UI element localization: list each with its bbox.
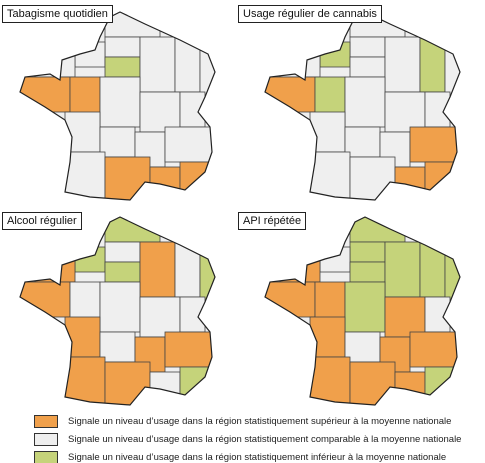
france-map — [264, 11, 461, 201]
legend-label: Signale un niveau d’usage dans la région… — [68, 415, 452, 427]
region — [104, 156, 151, 200]
region — [349, 261, 386, 283]
region — [384, 241, 421, 298]
region — [139, 296, 181, 338]
legend-swatch — [34, 432, 58, 446]
region — [179, 91, 206, 128]
region — [349, 361, 396, 405]
france-outline — [264, 216, 461, 406]
region — [304, 151, 351, 200]
region — [424, 366, 460, 405]
region — [99, 281, 141, 333]
region — [99, 331, 136, 363]
region — [34, 51, 76, 78]
region — [279, 51, 321, 78]
region — [104, 56, 141, 78]
region — [139, 91, 181, 133]
region — [409, 331, 460, 368]
region — [99, 126, 136, 158]
legend-label: Signale un niveau d’usage dans la région… — [68, 451, 447, 463]
region — [59, 151, 106, 200]
region — [179, 296, 206, 333]
region — [349, 56, 386, 78]
legend-label: Signale un niveau d’usage dans la région… — [68, 433, 462, 445]
region — [394, 166, 426, 200]
france-map — [264, 216, 461, 406]
region — [344, 281, 386, 333]
region — [149, 166, 181, 200]
region — [104, 36, 141, 58]
region — [104, 261, 141, 283]
legend-swatch — [34, 414, 58, 428]
region — [139, 241, 176, 298]
region — [419, 31, 446, 93]
region — [99, 76, 141, 128]
france-map — [19, 11, 216, 201]
region — [409, 126, 460, 163]
region — [384, 36, 421, 93]
region — [424, 161, 460, 200]
region — [179, 161, 215, 200]
regions — [20, 217, 215, 405]
region — [179, 366, 215, 405]
region — [384, 296, 426, 338]
regions — [20, 12, 215, 200]
region — [174, 31, 201, 93]
region — [349, 36, 386, 58]
map-title: Alcool régulier — [2, 212, 82, 230]
region — [424, 91, 451, 128]
region — [34, 256, 76, 283]
region — [139, 36, 176, 93]
france-map — [19, 216, 216, 406]
region — [164, 126, 215, 163]
region — [149, 371, 181, 405]
region — [344, 76, 386, 128]
regions — [265, 217, 460, 405]
region — [424, 296, 451, 333]
region — [349, 241, 386, 263]
region — [174, 236, 201, 298]
region — [164, 331, 215, 368]
france-outline — [19, 216, 216, 406]
region — [419, 236, 446, 298]
region — [384, 91, 426, 133]
region — [104, 361, 151, 405]
map-title: Usage régulier de cannabis — [238, 5, 382, 23]
map-title: API répétée — [238, 212, 307, 230]
legend-swatch — [34, 450, 58, 463]
region — [59, 356, 106, 405]
legend-item: Signale un niveau d’usage dans la région… — [34, 414, 451, 428]
region — [104, 241, 141, 263]
region — [394, 371, 426, 405]
france-outline — [19, 11, 216, 201]
region — [304, 356, 351, 405]
map-title: Tabagisme quotidien — [2, 5, 113, 23]
france-outline — [264, 11, 461, 201]
legend-item: Signale un niveau d’usage dans la région… — [34, 432, 461, 446]
region — [279, 256, 321, 283]
legend-item: Signale un niveau d’usage dans la région… — [34, 450, 446, 463]
region — [349, 156, 396, 200]
regions — [265, 12, 460, 200]
